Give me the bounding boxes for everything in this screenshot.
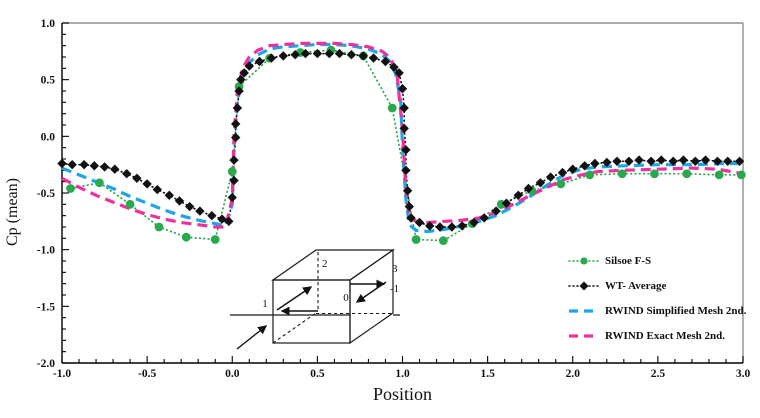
series-0-marker (125, 199, 135, 209)
series-0-marker (714, 170, 724, 180)
y-tick-label: -1.5 (37, 301, 55, 313)
legend-label: RWIND Simplified Mesh 2nd. (605, 305, 747, 317)
series-0-marker (585, 170, 595, 180)
series-0-marker (556, 179, 566, 189)
legend-label: WT- Average (605, 280, 667, 292)
series-0-marker (227, 167, 237, 176)
series-0-marker (736, 170, 746, 180)
series-0-marker (617, 169, 627, 179)
rwind-exact-swatch (569, 334, 599, 338)
cube-top-face (271, 249, 395, 281)
wt-average-swatch (568, 281, 600, 291)
series-line-3 (61, 41, 744, 229)
series-0-marker (387, 103, 397, 113)
x-tick-label: 0.0 (225, 368, 240, 380)
x-tick-label: 0.5 (310, 368, 325, 380)
x-axis-title: Position (372, 384, 433, 404)
y-tick-label: 1.0 (41, 18, 56, 30)
x-tick-label: 1.5 (480, 368, 495, 380)
x-tick-label: 3.0 (736, 368, 751, 380)
y-tick-label: 0.0 (41, 131, 56, 143)
legend-label: RWIND Exact Mesh 2nd. (605, 330, 726, 342)
legend-item-rwind-simplified: RWIND Simplified Mesh 2nd. (568, 304, 746, 318)
legend-item-rwind-exact: RWIND Exact Mesh 2nd. (568, 329, 746, 343)
y-tick-label: -0.5 (37, 188, 55, 200)
rwind-simplified-swatch (569, 309, 599, 313)
inset-label-1: 1 (262, 298, 268, 310)
x-tick-label: 2.0 (566, 368, 581, 380)
x-tick-label: 1.0 (395, 368, 410, 380)
x-tick-label: 2.5 (651, 368, 666, 380)
inset-label-neg1: -1 (390, 283, 399, 295)
y-axis-title: Cp (mean) (4, 178, 21, 246)
y-tick-label: 0.5 (41, 75, 56, 87)
x-tick-label: -0.5 (138, 368, 156, 380)
series-0-marker (650, 169, 659, 179)
legend-item-silsoe: Silsoe F-S (568, 254, 746, 268)
series-0-marker (411, 235, 421, 244)
wind-direction-arrow (236, 325, 268, 350)
cube-hidden-edge (272, 312, 317, 344)
y-tick-label: -1.0 (37, 245, 55, 257)
series-line-2 (61, 42, 743, 234)
series-0-marker (438, 236, 448, 246)
legend-item-wt-average: WT- Average (568, 279, 746, 293)
path-arrow-down-left (355, 281, 387, 303)
path-arrow-up-right (276, 286, 313, 311)
series-0-marker (210, 235, 220, 244)
inset-label-0: 0 (343, 292, 349, 304)
legend-label: Silsoe F-S (605, 255, 652, 267)
series-0-marker (66, 184, 75, 193)
series-0-marker (154, 222, 164, 232)
y-tick-label: -2.0 (37, 358, 55, 370)
legend: Silsoe F-S WT- Average RWIND Simplified … (568, 254, 746, 354)
series-0-marker (95, 178, 104, 188)
silsoe-swatch (568, 257, 600, 265)
cube-right-face (349, 248, 394, 345)
series-0-marker (682, 169, 692, 179)
series-0-marker (181, 232, 191, 242)
x-tick-label: -1.0 (53, 368, 71, 380)
inset-label-3: 3 (392, 263, 398, 275)
inset-label-2: 2 (322, 258, 328, 270)
